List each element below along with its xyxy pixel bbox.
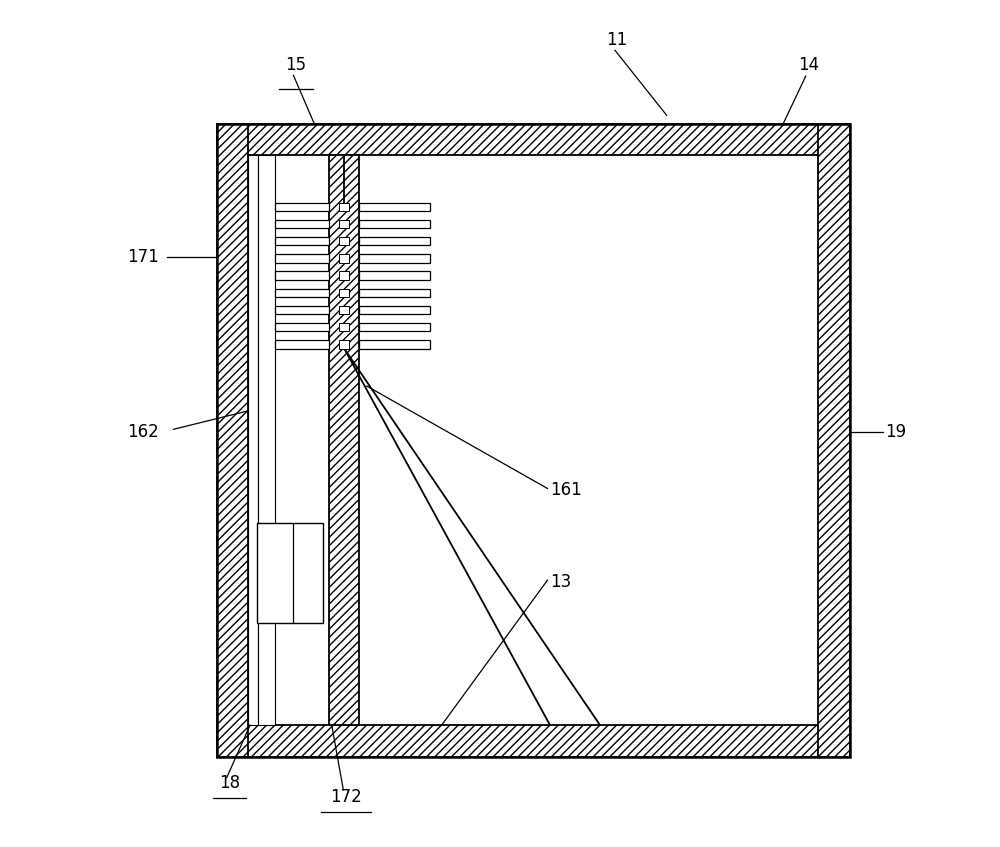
Text: 13: 13 [550,573,571,591]
Bar [359,289,430,297]
Bar [359,271,430,280]
Bar [217,124,850,155]
Text: 171: 171 [128,248,159,266]
Bar [359,254,430,263]
Bar [275,202,329,211]
Bar [359,306,430,314]
Text: 162: 162 [128,423,159,440]
Text: 14: 14 [798,56,819,74]
Bar [258,155,275,725]
Bar [248,155,258,725]
Bar [217,124,850,756]
Bar [275,271,329,280]
Text: 172: 172 [330,788,362,805]
Bar [275,220,329,228]
Bar [275,254,329,263]
Bar [329,155,359,725]
Bar [818,124,850,756]
Bar [339,202,349,211]
Bar [275,306,329,314]
Bar [248,155,818,725]
Bar [217,124,248,756]
Bar [339,306,349,314]
Bar [359,323,430,331]
Text: 19: 19 [885,423,906,440]
Text: 15: 15 [285,56,306,74]
Bar [359,237,430,246]
Text: 161: 161 [550,481,582,499]
Bar [275,340,329,348]
Text: 11: 11 [606,30,627,48]
Bar [257,523,323,623]
Bar [275,323,329,331]
Bar [359,202,430,211]
Bar [339,237,349,246]
Bar [275,237,329,246]
Text: 18: 18 [219,774,240,793]
Bar [339,271,349,280]
Bar [359,220,430,228]
Bar [217,725,850,756]
Bar [339,323,349,331]
Bar [339,289,349,297]
Bar [275,289,329,297]
Bar [339,340,349,348]
Bar [359,340,430,348]
Bar [339,220,349,228]
Bar [339,254,349,263]
